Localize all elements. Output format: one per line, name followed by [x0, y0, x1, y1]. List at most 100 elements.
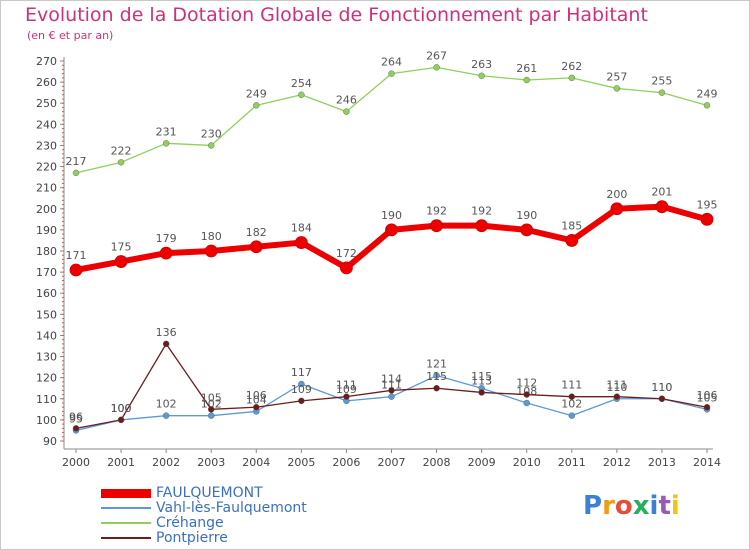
data-label: 192: [426, 205, 447, 218]
x-tick-label: 2012: [603, 456, 631, 469]
data-point: [69, 263, 83, 277]
x-tick-label: 2009: [468, 456, 496, 469]
data-point: [568, 74, 575, 82]
chart-subtitle: (en € et par an): [27, 29, 114, 42]
legend-swatch: [101, 522, 151, 524]
legend-swatch: [101, 507, 151, 509]
y-tick-label: 150: [36, 308, 57, 321]
data-label: 254: [291, 77, 312, 90]
x-tick-label: 2004: [242, 456, 270, 469]
x-tick-label: 2013: [648, 456, 676, 469]
data-point: [703, 102, 711, 109]
x-tick-label: 2007: [378, 456, 406, 469]
data-label: 175: [111, 241, 132, 254]
data-label: 263: [471, 58, 492, 71]
data-label: 185: [561, 219, 582, 232]
data-label: 110: [651, 381, 672, 394]
y-tick-label: 190: [36, 224, 57, 237]
y-tick-label: 110: [36, 393, 57, 406]
data-label: 200: [606, 188, 627, 201]
data-label: 136: [156, 326, 177, 339]
data-label: 267: [426, 49, 447, 62]
data-point: [159, 246, 173, 260]
data-label: 222: [111, 144, 132, 157]
data-label: 110: [651, 381, 672, 394]
data-point: [520, 223, 534, 237]
legend-label: Pontpierre: [156, 530, 228, 546]
data-point: [565, 234, 579, 247]
data-point: [340, 261, 353, 275]
y-tick-label: 170: [36, 266, 57, 279]
data-point: [72, 425, 80, 432]
data-label: 105: [201, 391, 222, 404]
data-point: [433, 372, 440, 379]
y-tick-label: 230: [36, 139, 57, 152]
data-label: 172: [336, 247, 357, 260]
data-point: [700, 212, 714, 226]
data-label: 121: [426, 358, 447, 371]
data-point: [568, 412, 575, 419]
data-label: 117: [291, 366, 312, 379]
data-label: 171: [66, 249, 87, 262]
x-tick-label: 2010: [513, 456, 541, 469]
data-point: [478, 389, 485, 396]
data-label: 105: [697, 391, 718, 404]
data-point: [568, 393, 575, 400]
data-label: 264: [381, 56, 402, 69]
data-point: [208, 142, 215, 149]
data-point: [523, 76, 530, 84]
data-label: 195: [697, 198, 718, 211]
data-label: 112: [516, 377, 537, 390]
data-label: 261: [516, 62, 537, 75]
data-label: 201: [651, 186, 672, 199]
logo-letter: x: [632, 491, 650, 521]
data-label: 255: [651, 75, 672, 88]
data-label: 102: [156, 398, 177, 411]
x-tick-label: 2014: [693, 456, 721, 469]
y-tick-label: 140: [36, 329, 57, 342]
data-label: 111: [381, 379, 402, 392]
data-label: 231: [156, 125, 177, 138]
data-label: 102: [561, 398, 582, 411]
x-tick-label: 2002: [152, 456, 180, 469]
legend-label: Vahl-lès-Faulquemont: [156, 500, 307, 516]
data-point: [72, 169, 80, 177]
data-point: [253, 404, 260, 411]
data-point: [433, 64, 440, 71]
y-tick-label: 260: [36, 76, 57, 89]
x-tick-label: 2011: [558, 456, 586, 469]
data-label: 96: [69, 410, 83, 423]
data-point: [388, 70, 395, 77]
data-point: [294, 236, 308, 249]
data-label: 111: [561, 379, 582, 392]
chart-title: Evolution de la Dotation Globale de Fonc…: [25, 4, 648, 26]
y-tick-label: 210: [36, 182, 57, 195]
logo-letter: i: [649, 491, 659, 521]
data-point: [117, 416, 125, 424]
data-point: [655, 200, 669, 214]
data-point: [385, 223, 398, 237]
y-tick-label: 240: [36, 118, 57, 131]
data-label: 104: [246, 393, 267, 406]
data-point: [298, 397, 305, 405]
data-label: 106: [697, 389, 718, 402]
logo-letter: i: [670, 491, 680, 521]
proxiti-logo: Proxiti: [583, 491, 680, 521]
y-tick-label: 120: [36, 372, 57, 385]
x-tick-label: 2006: [332, 456, 360, 469]
legend-label: Créhange: [156, 515, 224, 531]
data-label: 262: [561, 60, 582, 73]
data-point: [298, 380, 305, 388]
data-point: [343, 108, 350, 115]
data-point: [204, 244, 218, 258]
data-label: 114: [381, 372, 402, 385]
logo-letter: t: [658, 491, 671, 521]
data-point: [388, 387, 395, 394]
data-point: [208, 412, 215, 419]
data-label: 115: [471, 370, 492, 383]
data-label: 217: [66, 155, 87, 168]
data-label: 109: [336, 383, 357, 396]
data-label: 190: [516, 209, 537, 222]
data-point: [343, 393, 350, 400]
data-point: [523, 399, 530, 407]
